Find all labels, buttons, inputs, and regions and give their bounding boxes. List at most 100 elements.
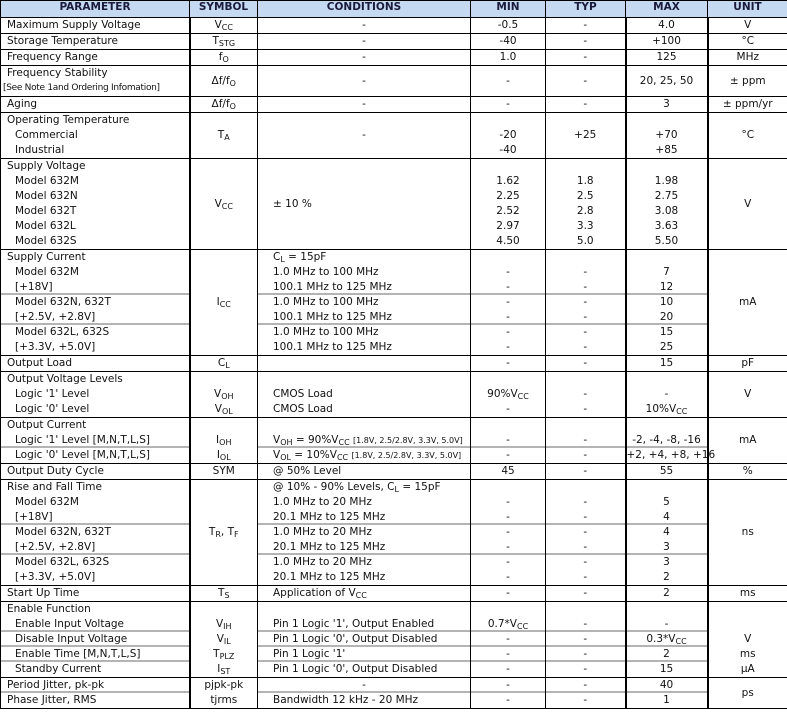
cell-conditions: - [257, 33, 471, 50]
symbol-value: SYM [212, 465, 235, 477]
conditions-value [258, 602, 470, 617]
min-value: 2.97 [496, 220, 520, 232]
table-row: Maximum Supply Voltage VCC - -0.5-4.0 V [0, 17, 787, 34]
conditions-value: - [362, 35, 366, 47]
conditions-value: - [362, 98, 366, 110]
cell-content: Frequency Stability [See Note 1and Orderi… [1, 66, 189, 96]
subscript: L [280, 255, 285, 264]
subscript: STG [218, 39, 236, 48]
typ-value [546, 372, 625, 387]
cell-symbol: pjpk-pk tjrms [189, 677, 258, 709]
min-value [471, 113, 545, 128]
min-value: 4.50 [496, 235, 520, 247]
typ-value: - [583, 694, 588, 706]
conditions-value: CMOS Load [273, 403, 333, 415]
cell-conditions: Pin 1 Logic '1', Output Enabled Pin 1 Log… [257, 601, 471, 678]
conditions-value: 20.1 MHz to 125 MHz [258, 510, 470, 525]
typ-value [546, 159, 625, 174]
max-value: 5 [663, 496, 670, 508]
min-value: - [506, 449, 510, 461]
table-row: Enable Function Enable Input Voltage Disab… [0, 601, 787, 678]
text-segment: 10%V [645, 403, 677, 415]
cell-content: ------ [471, 250, 545, 355]
unit-value: °C [741, 129, 755, 141]
max-value: +2, +4, +8, +16 [626, 449, 716, 461]
conditions-value: @ 10% - 90% Levels, CL = 15pF [258, 480, 470, 495]
cell-content: -- [471, 678, 545, 708]
subscript: OL [219, 453, 231, 462]
cell-content: Δf/fO [191, 97, 258, 112]
cell-content: pF [709, 356, 787, 371]
max-value: 40 [626, 678, 707, 693]
parameter-name: Start Up Time [7, 587, 80, 599]
cell-content: CMOS Load CMOS Load [258, 372, 470, 417]
cell-typ: - [545, 96, 627, 113]
cell-content: +25 [546, 113, 625, 158]
cell-parameter: Aging [0, 96, 191, 113]
parameter-subitem: Model 632M [15, 496, 79, 508]
max-value [627, 372, 707, 387]
max-value [627, 480, 707, 495]
table-row: Output Load CL - - 15 pF [0, 355, 787, 372]
text-segment: V [214, 197, 222, 210]
header-max: MAX [625, 0, 708, 18]
conditions-value: CL = 15pF [258, 250, 470, 265]
cell-typ: 1.8 2.5 2.8 3.3 5.0 [545, 158, 627, 250]
text-segment: I [216, 296, 220, 308]
cell-content: - [546, 50, 625, 65]
max-value: 4 [663, 526, 670, 538]
cell-content: TS [191, 586, 258, 601]
cell-unit: ns [707, 479, 787, 586]
typ-value: - [583, 98, 588, 110]
cell-content: mA [709, 250, 787, 355]
typ-value: - [583, 19, 588, 31]
min-value [471, 159, 545, 174]
cell-content: +70 +85 [627, 113, 707, 158]
cell-content: - [258, 97, 470, 112]
parameter-name: Supply Voltage [7, 160, 86, 172]
cell-typ: - [545, 463, 627, 480]
symbol-value: IOL [191, 448, 258, 463]
min-value: 1.0 [499, 51, 517, 63]
parameter-subitem: Model 632S [15, 235, 77, 247]
cell-content: - [546, 97, 625, 112]
cell-content: CL = 15pF 1.0 MHz to 100 MHz 100.1 MHz to … [258, 250, 470, 355]
cell-conditions: - [257, 49, 471, 66]
cell-conditions: CL = 15pF 1.0 MHz to 100 MHz 100.1 MHz to … [257, 249, 471, 356]
cell-min: -40 [470, 33, 546, 50]
header-min: MIN [470, 0, 546, 18]
typ-value: - [546, 540, 625, 555]
min-value [471, 418, 545, 433]
cell-parameter: Supply Voltage Model 632M Model 632N Model … [0, 158, 191, 250]
unit-value: ns [741, 526, 754, 538]
cell-content: VCC [191, 18, 258, 33]
cell-parameter: Maximum Supply Voltage [0, 17, 191, 34]
text-segment: V [216, 633, 224, 645]
max-value: 15 [659, 663, 674, 675]
cell-content: ------ [546, 250, 625, 355]
min-value [471, 250, 545, 265]
cell-conditions [257, 355, 471, 372]
symbol-value: IST [191, 662, 258, 677]
min-value: - [471, 647, 545, 662]
symbol-value: VCC [191, 18, 258, 33]
cell-max: +100 [625, 33, 709, 50]
unit-value: pF [741, 357, 755, 369]
cell-content: -0.3*VCC 2 15 [626, 602, 707, 677]
cell-symbol: SYM [189, 463, 258, 480]
symbol-value: VIH [191, 617, 258, 632]
cell-symbol: VCC [189, 17, 258, 34]
cell-parameter: Frequency Stability [See Note 1and Orderi… [0, 65, 191, 97]
cell-content: VIH VIL TPLZ IST [191, 602, 258, 677]
cell-content: Pin 1 Logic '1', Output Enabled Pin 1 Log… [258, 602, 470, 677]
text-segment: V [215, 618, 224, 630]
parameter-subitem: Model 632L [15, 220, 76, 232]
cell-content: -40 [471, 34, 545, 49]
max-value: - [626, 617, 707, 632]
min-value: -40 [499, 144, 517, 156]
cell-max: 20, 25, 50 [625, 65, 709, 97]
text-segment: Application of V [273, 587, 356, 599]
parameter-subitem: Standby Current [15, 663, 102, 675]
text-segment: = 15pF [398, 481, 441, 493]
